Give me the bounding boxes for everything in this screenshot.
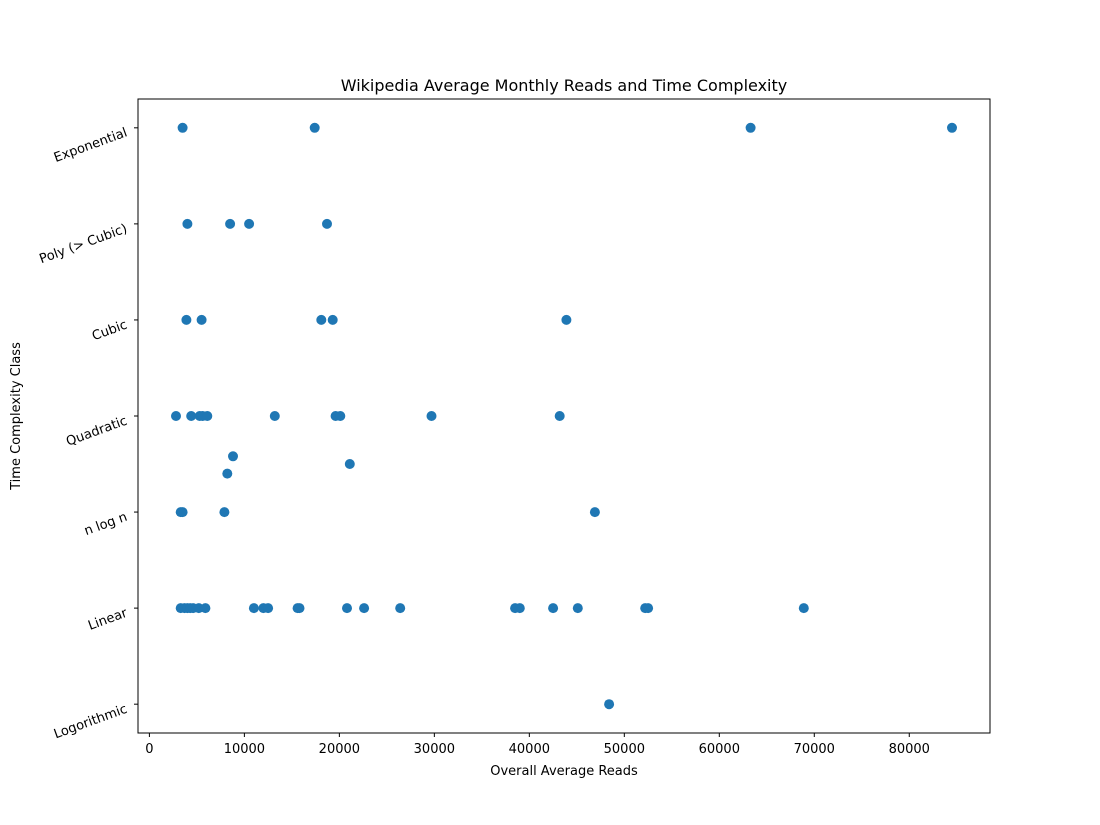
y-tick-label: Poly (> Cubic) [38, 222, 130, 268]
data-point [798, 603, 809, 614]
y-tick-label: Exponential [52, 125, 129, 165]
x-tick-label: 0 [145, 742, 153, 757]
data-point [335, 411, 346, 421]
data-point [947, 122, 957, 133]
x-tick-label: 30000 [414, 742, 455, 757]
data-point [219, 507, 230, 518]
x-tick-label: 60000 [699, 742, 740, 757]
y-tick-label: Linear [86, 606, 130, 634]
data-point [643, 603, 654, 614]
data-point [177, 122, 188, 133]
y-axis-label: Time Complexity Class [9, 342, 24, 491]
data-point [344, 459, 355, 469]
x-tick-label: 50000 [604, 742, 645, 757]
data-point [327, 314, 338, 325]
chart-title: Wikipedia Average Monthly Reads and Time… [341, 76, 787, 95]
data-point [554, 411, 565, 421]
data-point [426, 411, 437, 421]
data-point [395, 603, 406, 614]
y-tick-label: Logorithmic [52, 702, 129, 742]
x-axis-label: Overall Average Reads [490, 764, 638, 779]
data-point [342, 603, 352, 614]
data-point [177, 507, 188, 518]
x-tick-label: 80000 [889, 742, 930, 757]
data-point [294, 603, 305, 614]
x-tick-label: 40000 [509, 742, 550, 757]
y-axis-ticks: Logorithmic Linear n log n Quadratic Cubic Po… [38, 125, 138, 742]
data-point [171, 411, 181, 421]
x-tick-label: 20000 [319, 742, 360, 757]
data-point [222, 468, 233, 479]
data-point [548, 603, 559, 614]
y-tick-label: Quadratic [64, 414, 129, 450]
data-point [309, 122, 320, 133]
data-point [244, 218, 255, 229]
data-point [589, 507, 600, 518]
x-tick-label: 10000 [224, 742, 265, 757]
data-point [228, 451, 238, 462]
data-point [359, 603, 370, 614]
data-point [182, 218, 193, 229]
data-point [263, 603, 274, 614]
y-tick-label: n log n [82, 510, 129, 539]
data-point [572, 603, 583, 614]
data-point [200, 603, 211, 614]
data-point [248, 603, 259, 614]
data-point [316, 314, 327, 325]
data-point [196, 314, 207, 325]
data-point [514, 603, 525, 614]
x-tick-label: 70000 [794, 742, 835, 757]
data-point [225, 218, 236, 229]
data-point [181, 314, 192, 325]
data-point [604, 699, 615, 710]
x-axis-ticks: 0 10000 20000 30000 40000 50000 60000 70000 8000… [145, 733, 930, 757]
data-point [745, 122, 756, 133]
data-point [322, 218, 332, 229]
data-point [561, 314, 572, 325]
y-tick-label: Cubic [90, 318, 129, 345]
data-point [269, 411, 280, 421]
data-point [186, 411, 197, 421]
points-layer [171, 122, 957, 710]
data-point [202, 411, 213, 421]
